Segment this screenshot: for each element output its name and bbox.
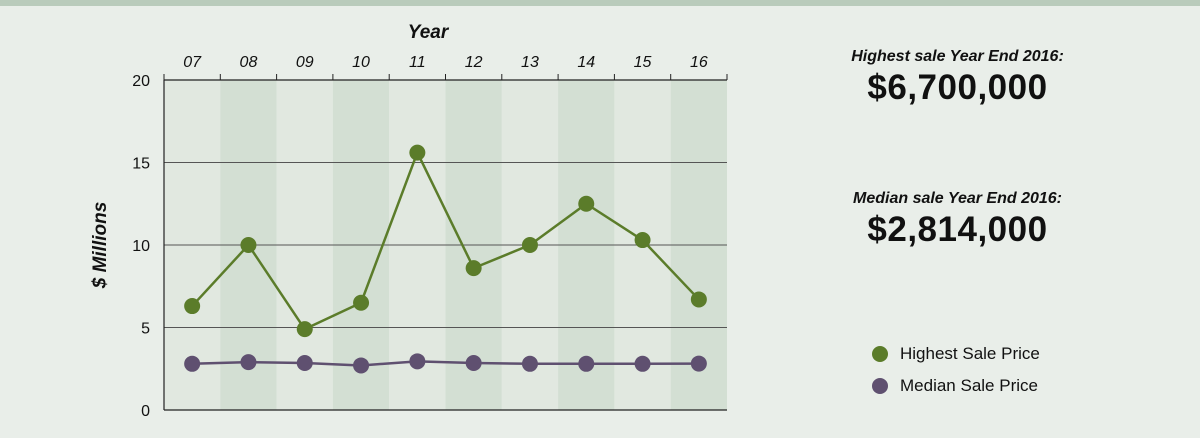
chart-legend: Highest Sale Price Median Sale Price	[872, 338, 1040, 402]
y-tick-label: 15	[132, 156, 150, 173]
x-tick-label: 10	[352, 54, 370, 71]
x-tick-label: 12	[465, 54, 483, 71]
data-point	[690, 291, 707, 308]
legend-item-highest: Highest Sale Price	[872, 338, 1040, 370]
median-sale-value: $2,814,000	[867, 210, 1048, 249]
highest-sale-value: $6,700,000	[867, 68, 1048, 107]
x-tick-label: 16	[690, 54, 708, 71]
legend-label-highest: Highest Sale Price	[900, 344, 1040, 363]
series-median	[184, 353, 707, 374]
y-tick-label: 0	[141, 403, 150, 420]
data-point	[578, 355, 595, 372]
data-point	[465, 260, 482, 277]
series-line	[191, 151, 700, 331]
series-line	[192, 360, 699, 367]
legend-label-median: Median Sale Price	[900, 376, 1038, 395]
highest-sale-stat: Highest sale Year End 2016: $6,700,000	[820, 48, 1095, 108]
y-tick-label: 5	[141, 321, 150, 338]
top-accent-bar	[0, 0, 1200, 6]
x-tick-label: 13	[521, 54, 539, 71]
data-point	[184, 355, 201, 372]
data-point	[296, 321, 313, 338]
x-tick-label: 08	[240, 54, 258, 71]
data-point	[690, 355, 707, 372]
x-tick-label: 11	[409, 54, 426, 71]
data-point	[409, 353, 426, 370]
legend-marker-median	[872, 378, 888, 394]
x-tick-label: 09	[296, 54, 314, 71]
y-tick-label: 20	[132, 73, 150, 90]
median-sale-label: Median sale Year End 2016:	[853, 190, 1062, 207]
x-axis-title: Year	[408, 22, 450, 43]
data-point	[521, 355, 538, 372]
data-point	[521, 237, 538, 253]
data-point	[240, 237, 257, 253]
data-point	[409, 144, 426, 161]
data-point	[578, 195, 595, 212]
y-axis-title: $ Millions	[90, 202, 111, 290]
legend-item-median: Median Sale Price	[872, 370, 1040, 402]
x-tick-label: 14	[577, 54, 595, 71]
data-point	[353, 294, 370, 311]
y-tick-label: 10	[132, 238, 150, 255]
data-point	[634, 355, 651, 372]
data-point	[240, 354, 257, 371]
highest-sale-label: Highest sale Year End 2016:	[851, 48, 1064, 65]
series-highest	[184, 144, 707, 338]
legend-marker-highest	[872, 346, 888, 362]
data-point	[184, 298, 201, 315]
data-point	[634, 232, 651, 249]
data-point	[296, 354, 313, 371]
data-point	[353, 357, 370, 374]
x-tick-label: 15	[634, 54, 652, 71]
data-point	[465, 354, 482, 371]
x-tick-label: 07	[183, 54, 202, 71]
median-sale-stat: Median sale Year End 2016: $2,814,000	[820, 190, 1095, 250]
line-chart: Year $ Millions 07 08 09 10 11 12 13 14 15 16 0 5 1…	[90, 22, 728, 420]
